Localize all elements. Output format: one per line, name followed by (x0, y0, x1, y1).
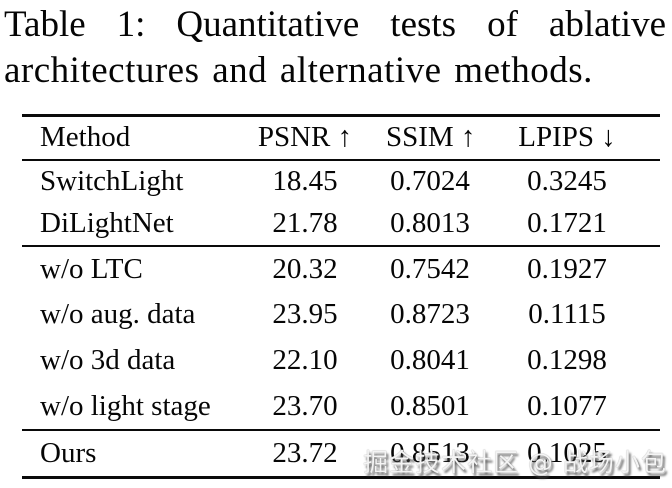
paper-page: Table 1: Quantitative tests of ablative … (0, 2, 672, 479)
column-header-ssim: SSIM ↑ (386, 121, 476, 154)
method-cell: w/o light stage (40, 389, 211, 422)
lpips-cell: 0.1115 (528, 298, 606, 330)
psnr-cell: 18.45 (272, 165, 338, 197)
lpips-cell: 0.1077 (527, 389, 607, 422)
column-header-method: Method (40, 121, 131, 154)
column-header-psnr: PSNR ↑ (257, 121, 353, 154)
method-cell: w/o 3d data (40, 344, 176, 376)
watermark-text: 掘金技术社区 @ 战场小包 (363, 448, 667, 477)
psnr-cell: 22.10 (272, 344, 338, 376)
method-cell: Ours (40, 436, 97, 469)
lpips-cell: 0.1927 (527, 252, 607, 285)
table-row: w/o LTC 20.32 0.7542 0.1927 (22, 246, 660, 292)
table-row: w/o 3d data 22.10 0.8041 0.1298 (22, 338, 660, 384)
table-header: Method PSNR ↑ SSIM ↑ LPIPS ↓ (22, 116, 660, 160)
psnr-cell: 21.78 (272, 207, 338, 239)
table-row: Ours 23.72 0.8513 0.1025 (22, 430, 660, 478)
group-ours: Ours 23.72 0.8513 0.1025 (22, 430, 660, 478)
group-alternative-methods: SwitchLight 18.45 0.7024 0.3245 DiLightNet 21… (22, 160, 660, 246)
table-caption: Table 1: Quantitative tests of ablative … (4, 2, 666, 94)
psnr-cell: 23.95 (272, 298, 338, 330)
method-cell: SwitchLight (40, 165, 184, 197)
column-header-lpips: LPIPS ↓ (518, 121, 616, 154)
method-cell: w/o LTC (40, 252, 143, 285)
psnr-cell: 23.72 (272, 436, 338, 469)
ssim-cell: 0.8041 (390, 344, 470, 376)
method-cell: DiLightNet (40, 207, 174, 239)
psnr-cell: 23.70 (272, 389, 338, 422)
lpips-cell: 0.3245 (527, 165, 607, 197)
lpips-cell: 0.1721 (527, 207, 607, 239)
results-table: Method PSNR ↑ SSIM ↑ LPIPS ↓ SwitchLight… (22, 114, 660, 479)
table-row: w/o light stage 23.70 0.8501 0.1077 (22, 384, 660, 430)
ssim-cell: 0.7542 (390, 252, 470, 285)
ssim-cell: 0.8513 (390, 436, 470, 469)
header-row: Method PSNR ↑ SSIM ↑ LPIPS ↓ (22, 116, 660, 160)
method-cell: w/o aug. data (40, 298, 196, 330)
ssim-cell: 0.8501 (390, 389, 470, 422)
caption-line-1: Table 1: Quantitative tests of ablative (4, 4, 666, 45)
ssim-cell: 0.8013 (390, 207, 470, 239)
psnr-cell: 20.32 (272, 252, 338, 285)
table-row: DiLightNet 21.78 0.8013 0.1721 (22, 203, 660, 246)
ssim-cell: 0.8723 (390, 298, 470, 330)
caption-line-2: architectures and alternative methods. (4, 50, 593, 91)
lpips-cell: 0.1298 (527, 344, 607, 376)
table-row: w/o aug. data 23.95 0.8723 0.1115 (22, 292, 660, 338)
table-row: SwitchLight 18.45 0.7024 0.3245 (22, 160, 660, 203)
lpips-cell: 0.1025 (527, 436, 607, 469)
ssim-cell: 0.7024 (390, 165, 470, 197)
group-ablations: w/o LTC 20.32 0.7542 0.1927 w/o aug. data 23.… (22, 246, 660, 430)
